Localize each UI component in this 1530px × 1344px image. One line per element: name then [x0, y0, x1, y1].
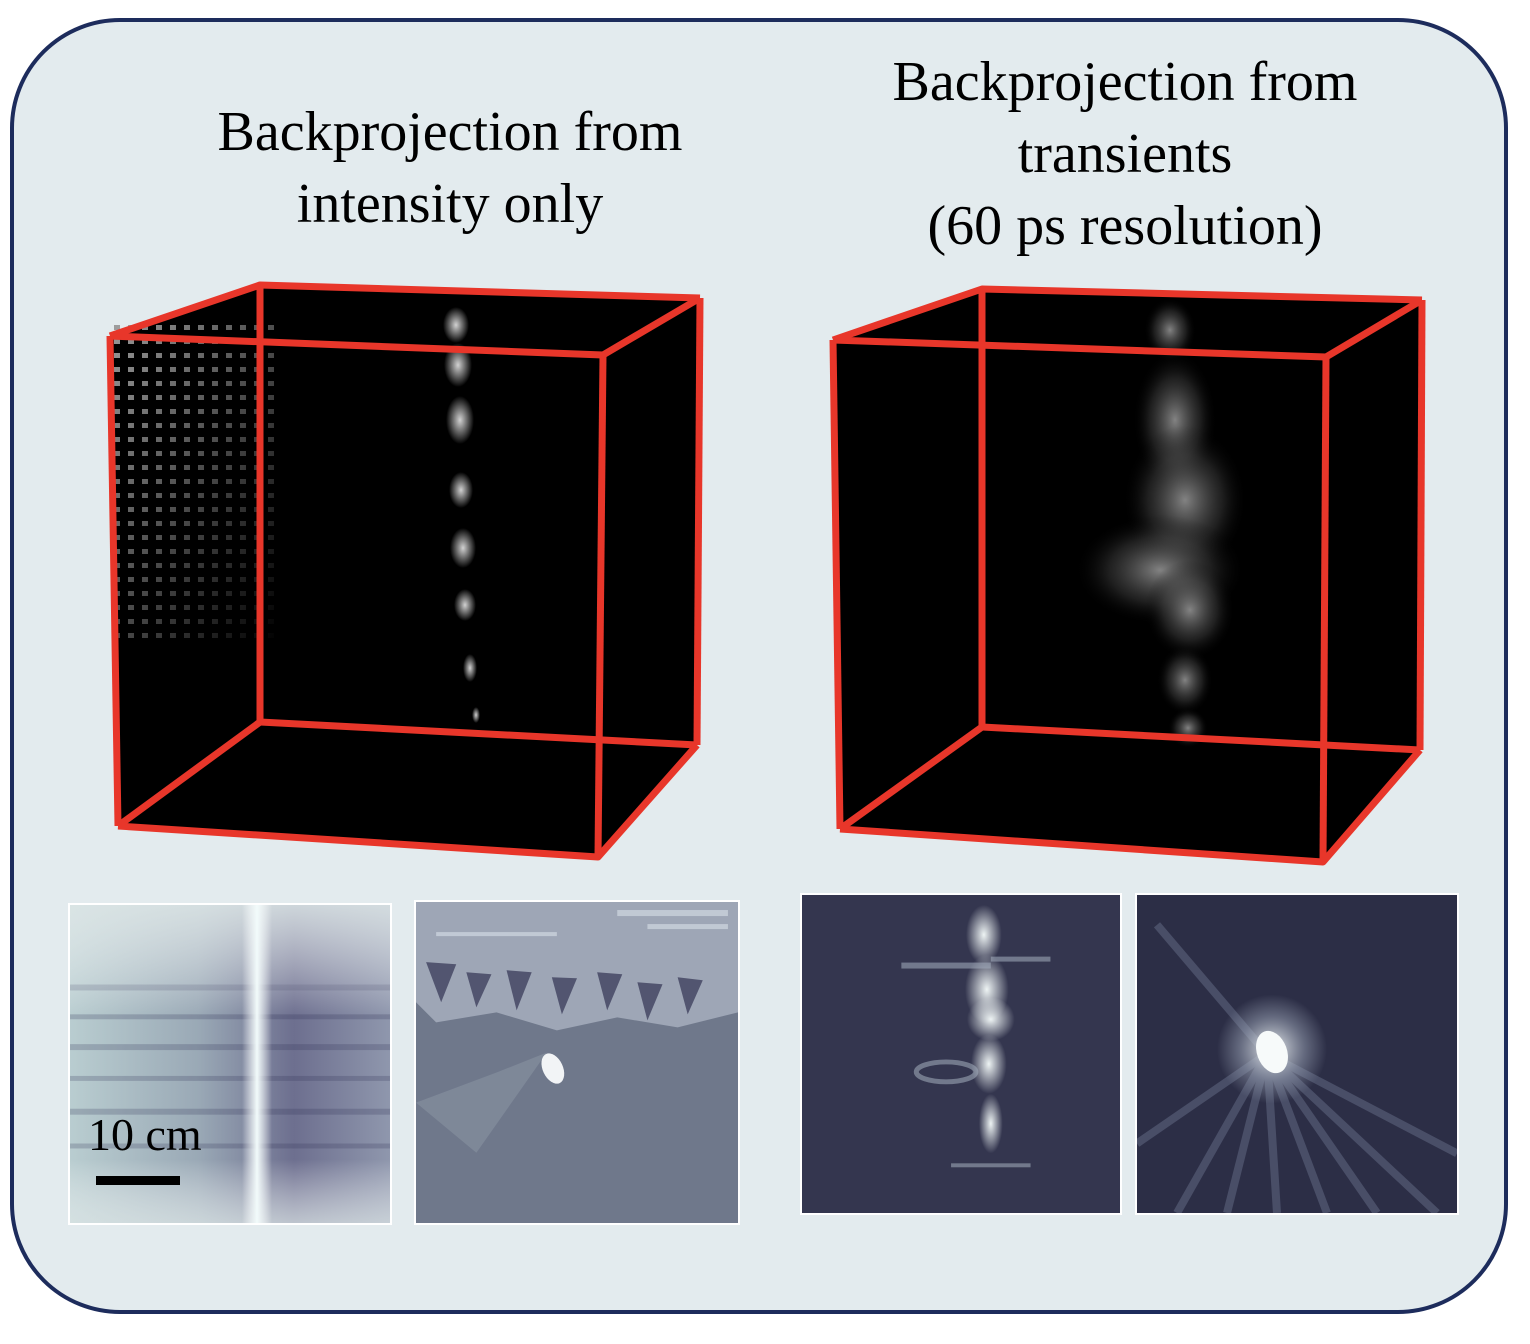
right-panel-title: Backprojection from transients (60 ps re… — [892, 51, 1358, 257]
left-dotted-artifacts — [110, 320, 280, 640]
left-object-streak — [443, 307, 480, 723]
left-volume-cube — [106, 281, 704, 861]
left-panel-title: Backprojection from intensity only — [217, 101, 683, 235]
transient-top-view-image — [1135, 893, 1459, 1215]
left-cube-edges — [106, 281, 704, 861]
intensity-front-view-image — [68, 903, 392, 1225]
scale-bar-label: 10 cm — [88, 1109, 202, 1160]
right-volume-cube — [829, 285, 1426, 866]
intensity-top-view-image — [414, 900, 740, 1225]
transient-front-view-image — [800, 893, 1122, 1215]
scale-bar — [96, 1176, 180, 1185]
right-cube-edges — [829, 285, 1426, 866]
